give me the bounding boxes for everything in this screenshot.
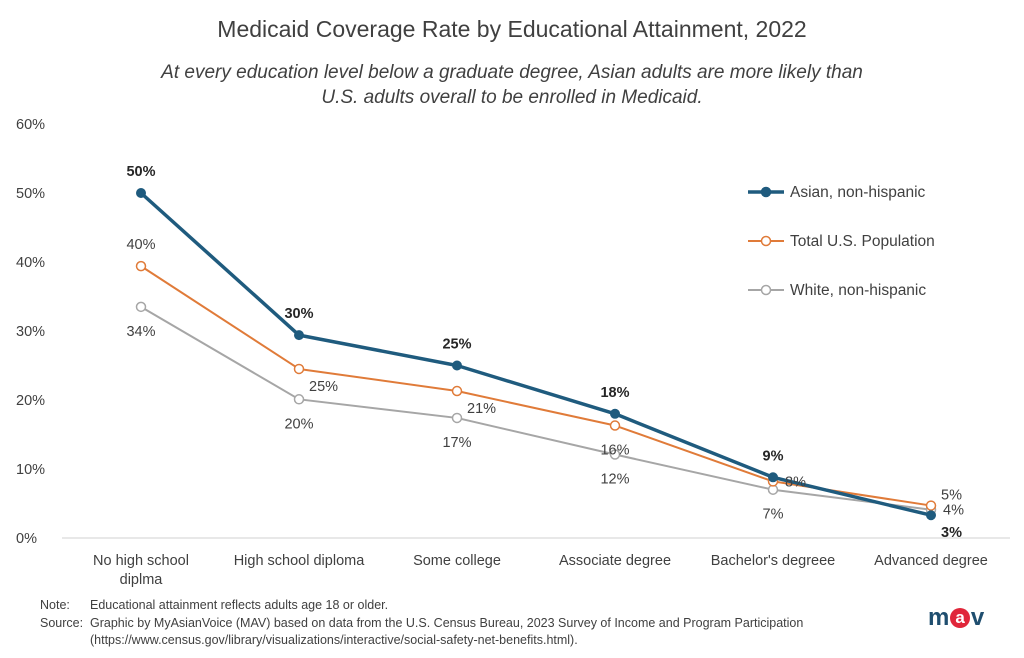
series-line-1	[140, 265, 932, 507]
legend-label-1: Total U.S. Population	[790, 233, 935, 250]
series-point-1	[609, 420, 621, 431]
y-tick-label: 30%	[16, 324, 45, 340]
x-tick-label: Some college	[413, 553, 501, 569]
subtitle-line-1: At every education level below a graduat…	[161, 62, 863, 83]
data-label-0: 50%	[126, 164, 155, 180]
series-point-2	[135, 301, 147, 313]
series-point-0	[294, 330, 304, 341]
legend-label-2: White, non-hispanic	[790, 282, 926, 299]
data-label-1: 8%	[785, 474, 806, 490]
x-tick-label-line: High school diploma	[234, 553, 366, 569]
y-tick-label: 60%	[16, 117, 45, 133]
series-point-2	[609, 449, 621, 460]
series-point-1	[293, 363, 305, 375]
x-tick-label-line: Some college	[413, 553, 501, 569]
x-tick-label: Advanced degree	[874, 553, 988, 569]
series-point-1	[925, 500, 937, 511]
y-tick-label: 50%	[16, 186, 45, 202]
data-label-2: 4%	[943, 503, 964, 519]
series-line-0	[139, 191, 932, 517]
x-tick-label-line: No high school	[93, 553, 189, 569]
line-chart: 0% 10% 20% 30% 40% 50% 60% No high school diplma…	[16, 117, 1010, 588]
series-point-0	[926, 510, 936, 521]
y-tick-label: 20%	[16, 393, 45, 409]
legend-marker-1	[760, 235, 772, 247]
series-point-1	[451, 385, 463, 397]
legend-label-0: Asian, non-hispanic	[790, 184, 926, 201]
x-tick-label-line: Associate degree	[559, 553, 671, 569]
x-tick-label-line: Bachelor's degreee	[711, 553, 836, 569]
subtitle-line-2: U.S. adults overall to be enrolled in Me…	[321, 87, 703, 108]
source-label: Source:	[40, 616, 84, 630]
footnote-source: Source: Graphic by MyAsianVoice (MAV) bas…	[40, 616, 803, 630]
logo-letter-v: v	[970, 604, 984, 631]
footnote-note: Note: Educational attainment reflects adu…	[40, 598, 388, 612]
x-tick-label-line: diplma	[120, 572, 164, 588]
note-text: Educational attainment reflects adults a…	[90, 598, 389, 612]
data-label-0: 30%	[284, 306, 313, 322]
series-point-1	[135, 260, 147, 272]
series-line-2	[140, 305, 932, 511]
data-label-2: 7%	[763, 507, 784, 523]
legend-marker-0	[760, 186, 772, 198]
series-point-2	[451, 412, 463, 424]
logo-letter-a: a	[949, 608, 970, 628]
y-tick-label: 10%	[16, 462, 45, 478]
y-tick-label: 0%	[16, 531, 37, 547]
data-label-0: 3%	[941, 525, 962, 541]
series-point-0	[136, 188, 146, 198]
note-label: Note:	[40, 598, 70, 612]
data-label-2: 17%	[442, 435, 471, 451]
x-tick-label: High school diploma	[234, 553, 366, 569]
data-label-0: 9%	[763, 448, 784, 464]
data-label-1: 16%	[600, 443, 629, 459]
data-label-1: 21%	[467, 401, 496, 417]
series-point-2	[293, 394, 305, 405]
x-tick-label: Associate degree	[559, 553, 671, 569]
series-point-0	[452, 360, 462, 371]
x-tick-label: No high school diplma	[93, 553, 189, 588]
data-label-2: 34%	[126, 324, 155, 340]
data-label-0: 18%	[600, 385, 629, 401]
x-tick-label: Bachelor's degreee	[711, 553, 836, 569]
legend-marker-2	[760, 284, 772, 296]
source-text: Graphic by MyAsianVoice (MAV) based on d…	[90, 616, 804, 630]
data-label-1: 5%	[941, 488, 962, 504]
series-point-0	[610, 408, 620, 419]
data-label-2: 12%	[600, 472, 629, 488]
x-tick-label-line: Advanced degree	[874, 553, 988, 569]
data-label-2: 20%	[284, 416, 313, 432]
data-label-1: 40%	[126, 237, 155, 253]
chart-title: Medicaid Coverage Rate by Educational At…	[217, 16, 807, 42]
source-url: (https://www.census.gov/library/visualiz…	[90, 633, 578, 647]
chart-subtitle: At every education level below a graduat…	[112, 60, 912, 110]
data-label-1: 25%	[309, 379, 338, 395]
y-tick-label: 40%	[16, 255, 45, 271]
data-label-0: 25%	[442, 337, 471, 353]
series-point-0	[768, 472, 778, 483]
logo-letter-m: m	[928, 604, 949, 631]
